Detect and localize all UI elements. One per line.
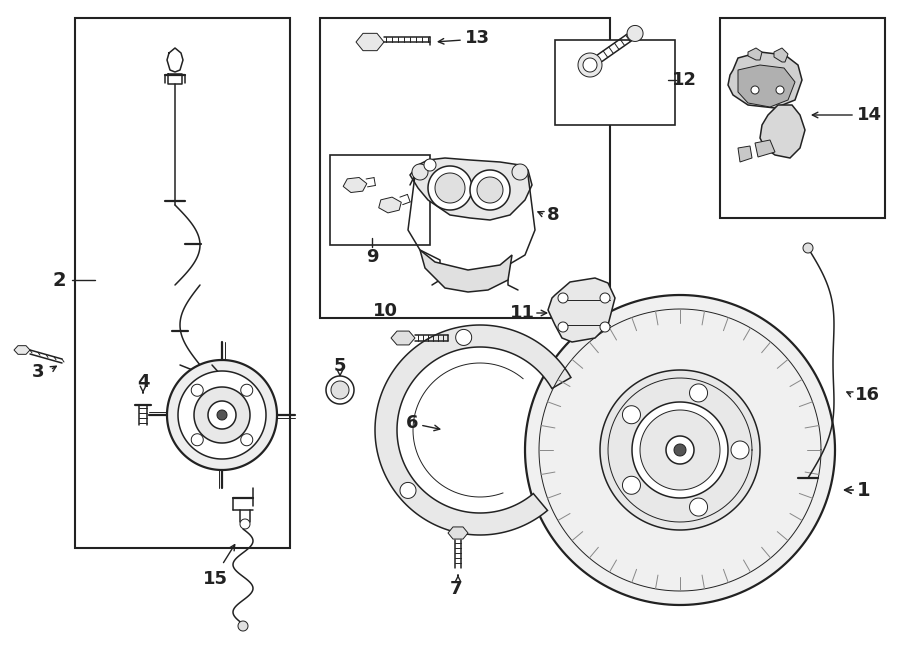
Polygon shape xyxy=(240,434,253,446)
Polygon shape xyxy=(623,406,641,424)
Bar xyxy=(75,18,290,548)
Polygon shape xyxy=(331,381,349,399)
Polygon shape xyxy=(238,621,248,631)
Polygon shape xyxy=(194,387,250,443)
Polygon shape xyxy=(400,483,416,498)
Polygon shape xyxy=(689,498,707,516)
Polygon shape xyxy=(435,173,465,203)
Text: 10: 10 xyxy=(373,302,398,320)
Polygon shape xyxy=(548,278,615,342)
Polygon shape xyxy=(803,243,813,253)
Text: 2: 2 xyxy=(52,271,66,289)
Polygon shape xyxy=(240,384,253,397)
Polygon shape xyxy=(470,170,510,210)
Polygon shape xyxy=(558,322,568,332)
Polygon shape xyxy=(525,295,835,605)
Polygon shape xyxy=(192,434,203,446)
Polygon shape xyxy=(632,402,728,498)
Text: 4: 4 xyxy=(137,373,149,391)
Text: 7: 7 xyxy=(450,580,463,598)
Text: 16: 16 xyxy=(855,386,880,404)
Polygon shape xyxy=(760,105,805,158)
Polygon shape xyxy=(208,401,236,429)
Polygon shape xyxy=(477,177,503,203)
Polygon shape xyxy=(455,330,472,346)
Text: 15: 15 xyxy=(202,570,228,588)
Polygon shape xyxy=(689,384,707,402)
Bar xyxy=(330,155,430,245)
Polygon shape xyxy=(755,140,775,157)
Polygon shape xyxy=(666,436,694,464)
Bar xyxy=(320,18,610,318)
Polygon shape xyxy=(738,65,795,107)
Polygon shape xyxy=(391,331,415,345)
Polygon shape xyxy=(178,371,266,459)
Polygon shape xyxy=(375,325,571,535)
Polygon shape xyxy=(623,476,641,495)
Polygon shape xyxy=(640,410,720,490)
Polygon shape xyxy=(583,58,597,72)
Text: 6: 6 xyxy=(406,414,418,432)
Text: 8: 8 xyxy=(547,206,560,224)
Polygon shape xyxy=(776,86,784,94)
Polygon shape xyxy=(748,48,762,60)
Text: 13: 13 xyxy=(465,29,490,47)
Text: 11: 11 xyxy=(510,304,535,322)
Polygon shape xyxy=(751,86,759,94)
Polygon shape xyxy=(412,164,428,180)
Text: 12: 12 xyxy=(672,71,697,89)
Polygon shape xyxy=(774,48,788,62)
Polygon shape xyxy=(600,293,610,303)
Polygon shape xyxy=(627,25,644,42)
Polygon shape xyxy=(512,164,528,180)
Polygon shape xyxy=(728,52,802,108)
Polygon shape xyxy=(600,370,760,530)
Bar xyxy=(555,40,675,125)
Polygon shape xyxy=(343,177,367,193)
Polygon shape xyxy=(428,166,472,210)
Polygon shape xyxy=(600,322,610,332)
Polygon shape xyxy=(167,360,277,470)
Bar xyxy=(720,18,885,218)
Polygon shape xyxy=(240,519,250,529)
Polygon shape xyxy=(448,527,468,539)
Polygon shape xyxy=(217,410,227,420)
Polygon shape xyxy=(424,159,436,171)
Polygon shape xyxy=(578,53,602,77)
Text: 5: 5 xyxy=(334,357,346,375)
Polygon shape xyxy=(558,293,568,303)
Polygon shape xyxy=(674,444,686,456)
Text: 3: 3 xyxy=(32,363,44,381)
Polygon shape xyxy=(731,441,749,459)
Polygon shape xyxy=(356,33,384,51)
Polygon shape xyxy=(738,146,752,162)
Polygon shape xyxy=(14,346,30,354)
Polygon shape xyxy=(379,197,401,213)
Text: 14: 14 xyxy=(857,106,882,124)
Text: 9: 9 xyxy=(365,248,378,266)
Polygon shape xyxy=(326,376,354,404)
Polygon shape xyxy=(420,250,512,292)
Polygon shape xyxy=(192,384,203,397)
Text: 1: 1 xyxy=(857,481,870,500)
Polygon shape xyxy=(410,158,532,220)
